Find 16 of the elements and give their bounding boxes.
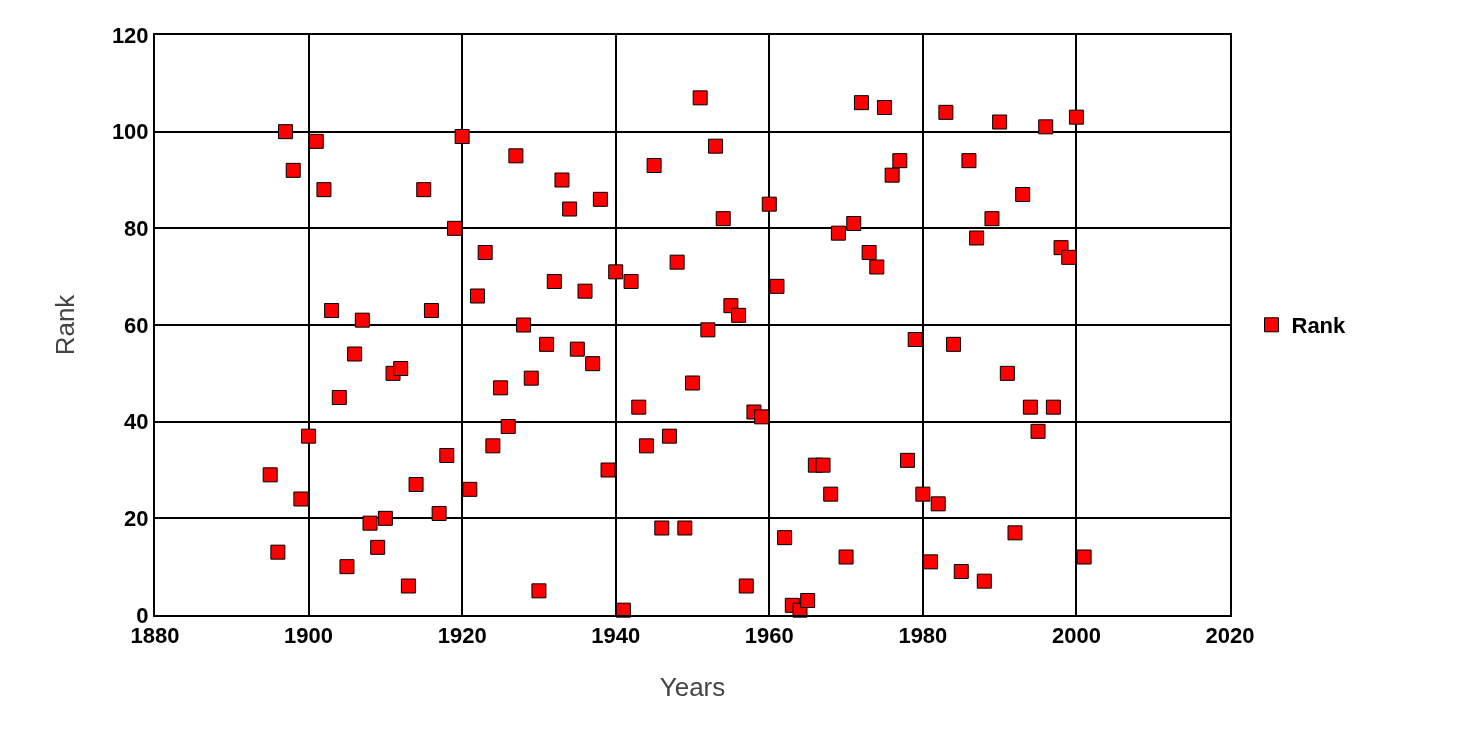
x-tick-label: 1980 xyxy=(898,623,948,649)
y-tick-label: 20 xyxy=(124,506,149,532)
x-tick-label: 2020 xyxy=(1205,623,1255,649)
y-tick-label: 120 xyxy=(111,22,149,48)
x-tick-label: 2000 xyxy=(1051,623,1101,649)
y-axis-title: Rank xyxy=(49,293,80,356)
y-tick-label: 100 xyxy=(111,119,149,145)
x-tick-label: 1920 xyxy=(437,623,487,649)
y-tick-label: 60 xyxy=(124,312,149,338)
x-tick-label: 1960 xyxy=(744,623,794,649)
x-tick-label: 1900 xyxy=(284,623,334,649)
x-axis-title: Years xyxy=(659,671,726,702)
y-tick-label: 80 xyxy=(124,216,149,242)
y-tick-label: 40 xyxy=(124,409,149,435)
x-tick-label: 1940 xyxy=(591,623,641,649)
legend-label: Rank xyxy=(1291,313,1347,339)
